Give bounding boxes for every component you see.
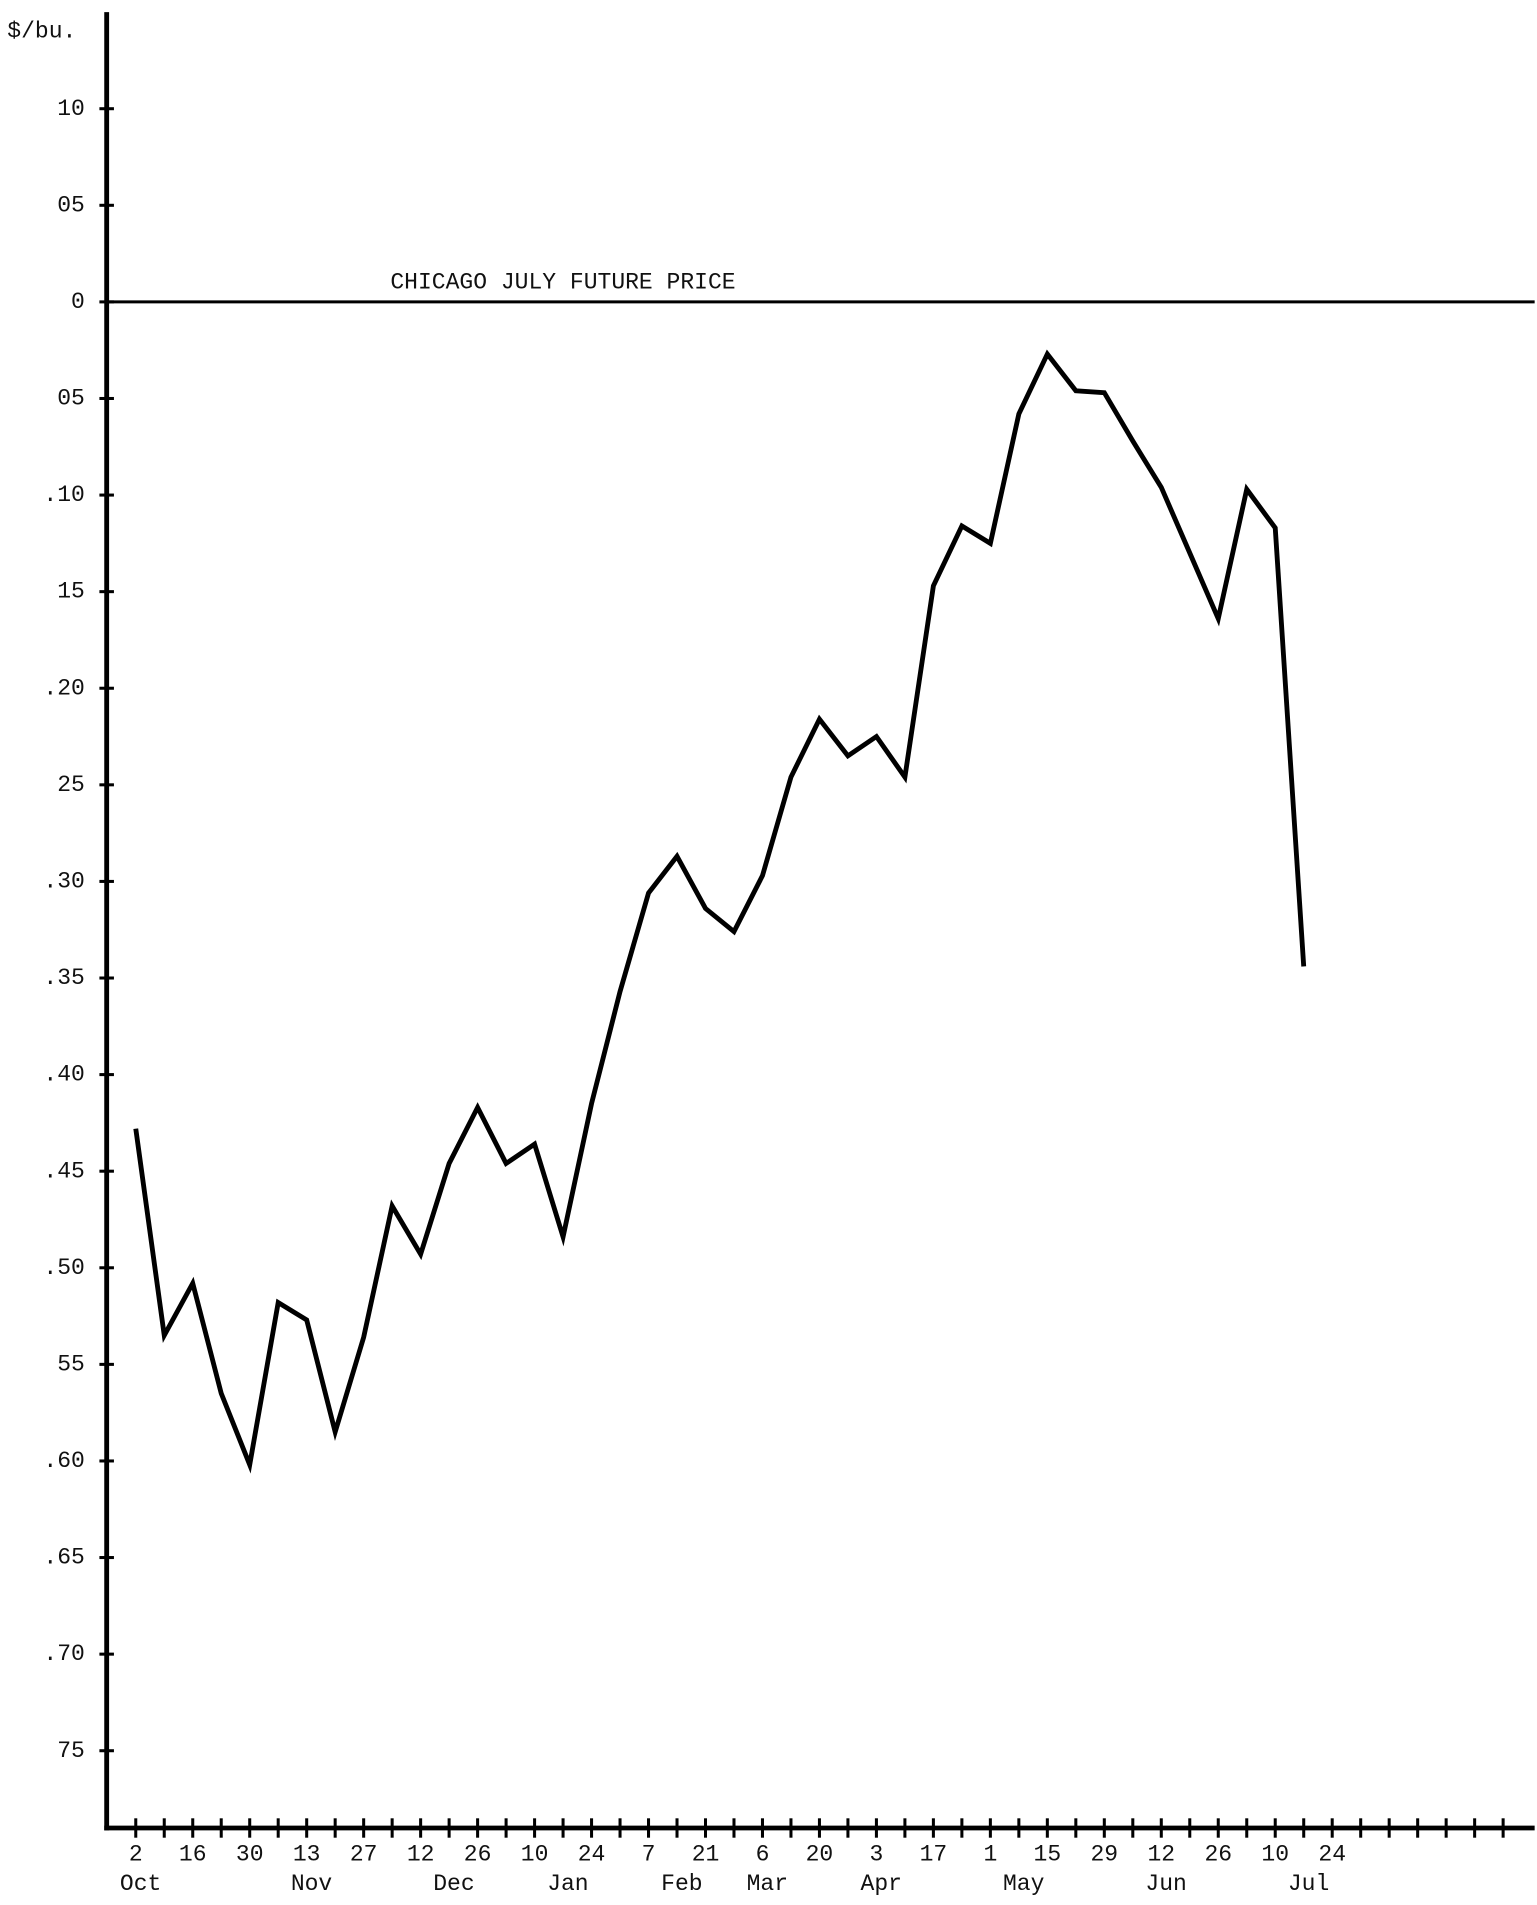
month-label: Apr bbox=[861, 1871, 902, 1897]
y-tick-label: .20 bbox=[43, 675, 84, 701]
plot: $/bu. 10 05 0 05 .10 15 .20 25 .30 .35 .40 .45 .50 55… bbox=[7, 12, 1535, 1897]
x-tick-label: 20 bbox=[806, 1842, 834, 1868]
y-tick-label: .65 bbox=[43, 1545, 84, 1571]
y-tick-label: 15 bbox=[57, 579, 85, 605]
reference-label: CHICAGO JULY FUTURE PRICE bbox=[390, 270, 735, 296]
month-label: Feb bbox=[661, 1871, 702, 1897]
x-tick-label: 16 bbox=[179, 1842, 207, 1868]
x-tick-label: 26 bbox=[464, 1842, 492, 1868]
x-tick-label: 15 bbox=[1034, 1842, 1062, 1868]
y-tick-label: 25 bbox=[57, 772, 85, 798]
data-line bbox=[133, 349, 1307, 1474]
y-tick-label: 0 bbox=[71, 289, 85, 315]
x-tick-label: 12 bbox=[1147, 1842, 1175, 1868]
y-tick-label: .50 bbox=[43, 1255, 84, 1281]
x-tick-label: 1 bbox=[983, 1842, 997, 1868]
y-axis-label: $/bu. bbox=[7, 19, 76, 45]
y-tick-label: .40 bbox=[43, 1062, 84, 1088]
x-tick-label: 7 bbox=[642, 1842, 656, 1868]
y-tick-label: 75 bbox=[57, 1738, 85, 1764]
month-label: Nov bbox=[291, 1871, 333, 1897]
y-tick-label: .30 bbox=[43, 869, 84, 895]
y-tick-label: .45 bbox=[43, 1158, 84, 1184]
x-tick-label: 6 bbox=[756, 1842, 770, 1868]
month-label: Dec bbox=[433, 1871, 474, 1897]
x-tick-label: 24 bbox=[578, 1842, 606, 1868]
x-tick-label: 29 bbox=[1091, 1842, 1119, 1868]
x-tick-label: 30 bbox=[236, 1842, 264, 1868]
y-tick-label: .60 bbox=[43, 1448, 84, 1474]
y-tick-label: .70 bbox=[43, 1641, 84, 1667]
x-tick-label: 17 bbox=[920, 1842, 948, 1868]
x-tick-label: 2 bbox=[129, 1842, 143, 1868]
x-tick-label: 24 bbox=[1318, 1842, 1346, 1868]
month-label: Mar bbox=[747, 1871, 788, 1897]
x-tick-label: 26 bbox=[1204, 1842, 1232, 1868]
y-tick-label: 05 bbox=[57, 386, 85, 412]
x-tick-label: 10 bbox=[521, 1842, 549, 1868]
x-tick-label: 21 bbox=[692, 1842, 720, 1868]
y-tick-label: .10 bbox=[43, 482, 84, 508]
y-tick-label: 55 bbox=[57, 1351, 85, 1377]
month-label: Jun bbox=[1145, 1871, 1186, 1897]
x-tick-label: 10 bbox=[1261, 1842, 1289, 1868]
month-label: Oct bbox=[120, 1871, 161, 1897]
x-tick-label: 12 bbox=[407, 1842, 435, 1868]
y-tick-label: .35 bbox=[43, 965, 84, 991]
month-label: Jul bbox=[1288, 1871, 1329, 1897]
x-tick-label: 13 bbox=[293, 1842, 321, 1868]
y-tick-label: 05 bbox=[57, 192, 85, 218]
x-tick-label: 27 bbox=[350, 1842, 378, 1868]
x-tick-label: 3 bbox=[870, 1842, 884, 1868]
month-label: Jan bbox=[547, 1871, 588, 1897]
y-tick-label: 10 bbox=[57, 96, 85, 122]
month-label: May bbox=[1003, 1871, 1045, 1897]
